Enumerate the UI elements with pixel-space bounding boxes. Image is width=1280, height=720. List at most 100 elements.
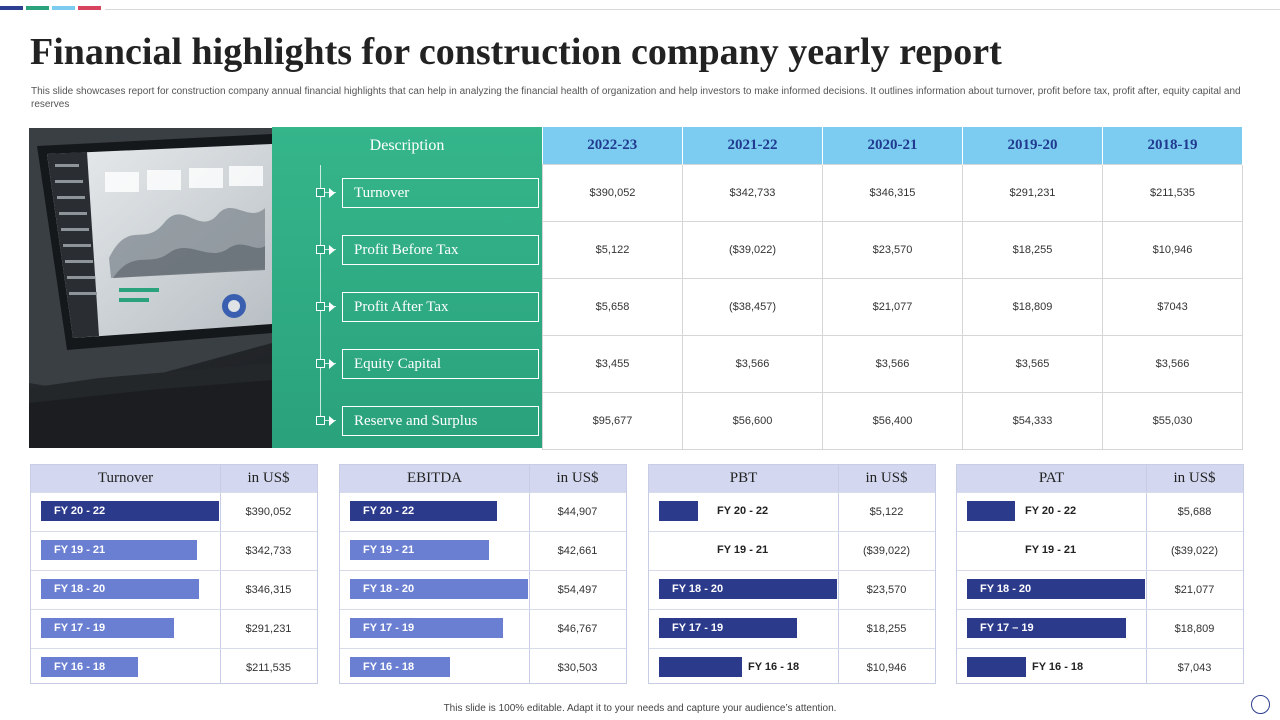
metric-value: $10,946 [866,662,907,674]
list-item: FY 16 - 18 $10,946 [649,648,935,687]
arrow-right-icon [329,302,335,312]
table-cell: $18,809 [962,277,1103,336]
bar [967,657,1026,677]
square-node-icon [316,188,325,197]
table-row: $390,052 $342,733 $346,315 $291,231 $211… [542,163,1243,222]
bar-label: FY 20 - 22 [54,505,106,517]
list-item: FY 17 - 19 $46,767 [340,609,626,648]
table-row: $95,677 $56,600 $56,400 $54,333 $55,030 [542,391,1243,450]
description-label: Profit Before Tax [342,235,539,265]
list-item: FY 18 - 20 $21,077 [957,570,1243,609]
list-item: FY 17 – 19 $18,809 [957,609,1243,648]
metric-value: $18,809 [1174,623,1215,635]
metric-value: $5,688 [1177,506,1212,518]
bar [659,618,797,638]
table-cell: $3,565 [962,334,1103,393]
description-panel: Description Turnover Profit Before Tax P… [272,127,542,448]
metric-value: $390,052 [245,506,292,518]
list-item: FY 18 - 20 $54,497 [340,570,626,609]
laptop-dashboard-photo [29,128,272,448]
bar [967,618,1126,638]
metric-header: EBITDA in US$ [340,465,626,492]
description-label: Turnover [342,178,539,208]
metric-value: $291,231 [245,623,292,635]
metric-value: ($39,022) [862,545,911,557]
circle-icon [1251,695,1270,714]
list-item: FY 20 - 22 $5,122 [649,492,935,531]
arrow-right-icon [329,359,335,369]
bar-label: FY 20 - 22 [1025,505,1077,517]
laptop-illustration [29,128,272,448]
accent-bars [0,6,104,10]
top-rule [105,9,1280,10]
square-node-icon [316,302,325,311]
table-cell: $56,400 [822,391,963,450]
table-cell: $54,333 [962,391,1103,450]
table-cell: $211,535 [1102,163,1243,222]
metric-value: $346,315 [245,584,292,596]
bar-label: FY 16 - 18 [363,661,415,673]
table-cell: $3,566 [682,334,823,393]
description-item-equity-capital: Equity Capital [316,349,542,379]
bar-label: FY 17 - 19 [363,622,415,634]
metric-value: $18,255 [866,623,907,635]
bar [350,618,503,638]
table-cell: $18,255 [962,220,1103,279]
bar [41,540,197,560]
bar [967,579,1145,599]
metric-value: $44,907 [557,506,598,518]
metric-value: $30,503 [557,662,598,674]
table-cell: $291,231 [962,163,1103,222]
metric-value: $7,043 [1177,662,1212,674]
list-item: FY 20 - 22 $5,688 [957,492,1243,531]
accent-bar-red [78,6,101,10]
metric-card-turnover: Turnover in US$ FY 20 - 22 $390,052 FY 19 - … [30,464,318,684]
bar [41,657,138,677]
description-label: Profit After Tax [342,292,539,322]
page-subtitle: This slide showcases report for construc… [31,86,1241,110]
list-item: FY 16 - 18 $7,043 [957,648,1243,687]
metric-unit: in US$ [865,470,908,486]
bar [350,657,450,677]
metric-value: $42,661 [557,545,598,557]
bar-label: FY 16 - 18 [54,661,106,673]
bar-label: FY 18 - 20 [54,583,106,595]
accent-bar-sky [52,6,75,10]
arrow-right-icon [329,245,335,255]
metric-unit: in US$ [1173,470,1216,486]
list-item: FY 19 - 21 ($39,022) [957,531,1243,570]
description-item-reserve-and-surplus: Reserve and Surplus [316,406,542,436]
table-cell: $3,566 [822,334,963,393]
table-cell: $390,052 [542,163,683,222]
arrow-right-icon [329,188,335,198]
table-cell: $5,658 [542,277,683,336]
bar-label: FY 17 – 19 [980,622,1034,634]
year-header: 2022-23 [542,127,683,164]
metric-value: $5,122 [869,506,904,518]
list-item: FY 16 - 18 $211,535 [31,648,317,687]
table-row: $3,455 $3,566 $3,566 $3,565 $3,566 [542,334,1243,393]
metric-unit: in US$ [247,470,290,486]
list-item: FY 20 - 22 $390,052 [31,492,317,531]
list-item: FY 16 - 18 $30,503 [340,648,626,687]
year-header: 2019-20 [962,127,1103,164]
metric-value: $211,535 [245,662,292,674]
year-header: 2018-19 [1102,127,1243,164]
bar-label: FY 18 - 20 [980,583,1032,595]
yearly-values-table: 2022-23 2021-22 2020-21 2019-20 2018-19 … [542,127,1243,450]
description-connector-line [320,165,321,420]
bar [350,501,497,521]
square-node-icon [316,359,325,368]
list-item: FY 19 - 21 $42,661 [340,531,626,570]
metric-card-pbt: PBT in US$ FY 20 - 22 $5,122 FY 19 - 21 ($39,… [648,464,936,684]
table-cell: $21,077 [822,277,963,336]
metric-value: $54,497 [557,584,598,596]
list-item: FY 18 - 20 $23,570 [649,570,935,609]
description-item-profit-before-tax: Profit Before Tax [316,235,542,265]
table-cell: $55,030 [1102,391,1243,450]
table-cell: $23,570 [822,220,963,279]
metric-value: $21,077 [1174,584,1215,596]
bar [350,579,528,599]
table-cell: ($39,022) [682,220,823,279]
table-cell: $56,600 [682,391,823,450]
